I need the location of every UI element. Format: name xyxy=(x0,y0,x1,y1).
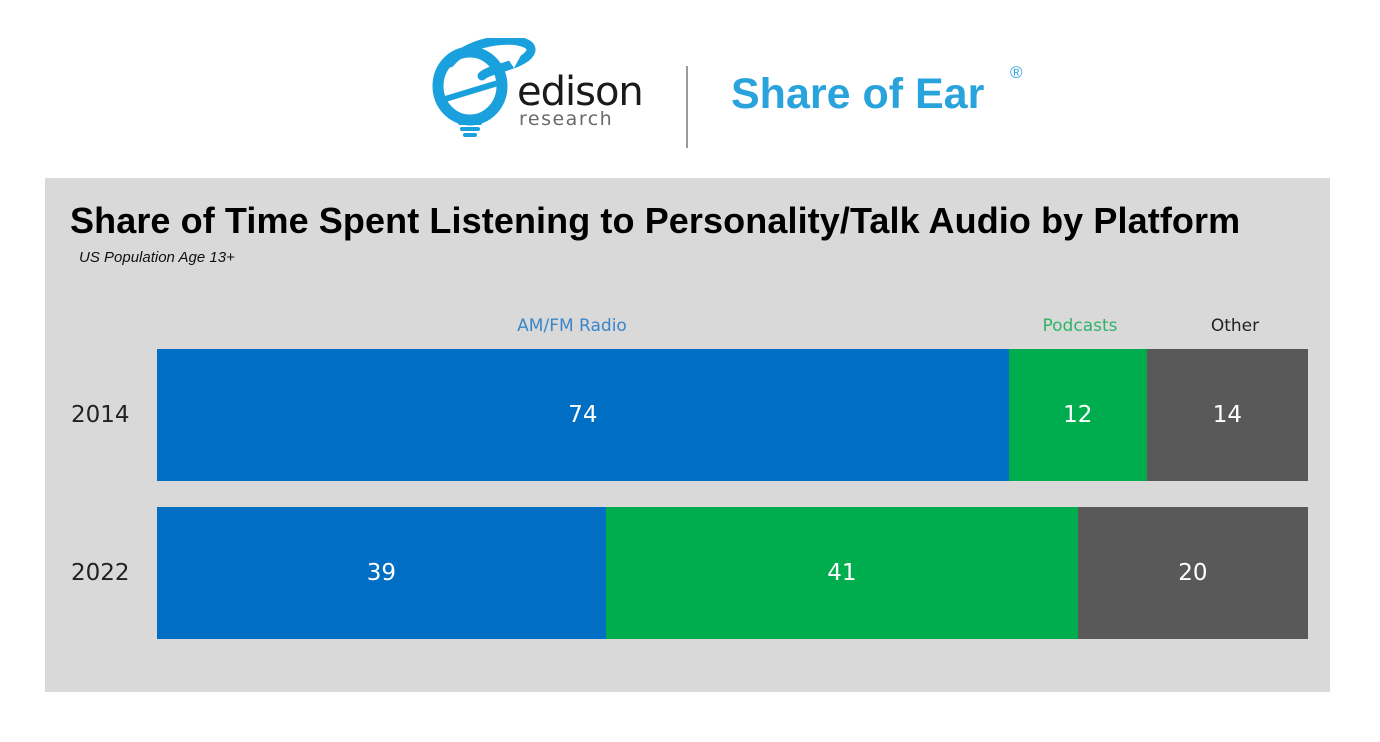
value-label: 20 xyxy=(1178,560,1208,586)
segment-podcasts-2014: 12 xyxy=(1008,349,1147,481)
bar-2014: 74 12 14 xyxy=(157,349,1308,481)
value-label: 14 xyxy=(1212,402,1243,428)
legend-other: Other xyxy=(1210,316,1260,336)
bar-2022: 39 41 20 xyxy=(157,507,1308,639)
logo-sub-text: research xyxy=(519,108,614,130)
value-label: 74 xyxy=(568,402,598,428)
segment-other-2014: 14 xyxy=(1146,349,1308,481)
header-divider xyxy=(686,66,688,148)
chart-panel: Share of Time Spent Listening to Persona… xyxy=(45,178,1330,692)
registered-mark: ® xyxy=(1010,63,1023,82)
chart-subtitle: US Population Age 13+ xyxy=(79,249,235,266)
row-label-2022: 2022 xyxy=(71,560,130,586)
legend-podcasts: Podcasts xyxy=(1042,316,1118,336)
row-label-2014: 2014 xyxy=(71,402,130,428)
chart-title: Share of Time Spent Listening to Persona… xyxy=(70,200,1241,241)
legend-am-fm-radio: AM/FM Radio xyxy=(517,316,627,336)
logo-brand-text: edison xyxy=(517,69,644,115)
segment-podcasts-2022: 41 xyxy=(605,507,1078,639)
value-label: 39 xyxy=(366,560,397,586)
edison-lightbulb-logo-icon xyxy=(432,38,536,137)
segment-am-fm-2022: 39 xyxy=(157,507,606,639)
value-label: 12 xyxy=(1063,402,1093,428)
segment-am-fm-2014: 74 xyxy=(157,349,1009,481)
segment-other-2022: 20 xyxy=(1077,507,1308,639)
value-label: 41 xyxy=(827,560,857,586)
header: edison research Share of Ear ® xyxy=(0,0,1380,170)
product-name: Share of Ear xyxy=(731,70,985,118)
